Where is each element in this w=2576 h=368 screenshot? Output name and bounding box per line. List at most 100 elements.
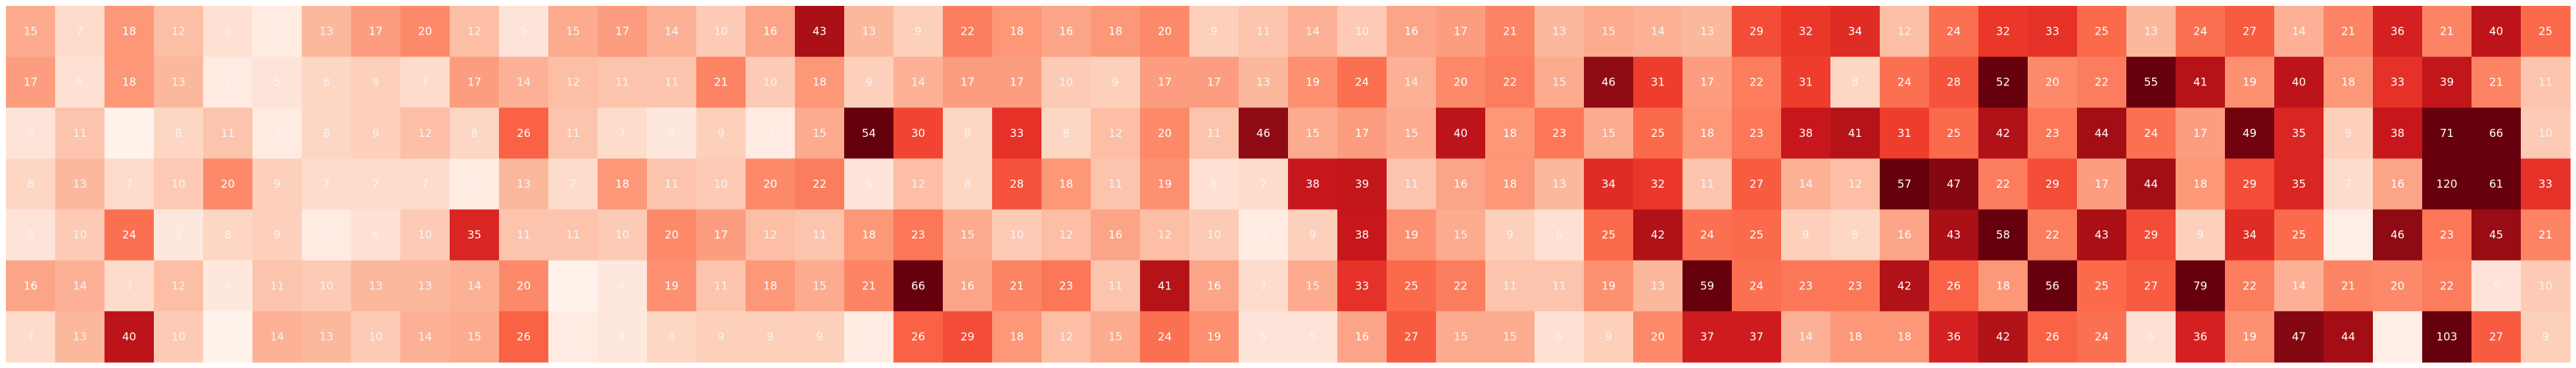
heatmap-cell-r2-c9 [450, 107, 500, 160]
heatmap-cell-r5-c4 [203, 260, 253, 312]
heatmap-cell-label-r1-c41: 20 [2045, 76, 2059, 89]
heatmap-cell-r6-c42 [2077, 311, 2127, 363]
heatmap-cell-label-r1-c37: 8 [1852, 76, 1859, 89]
heatmap-cell-r4-c5 [252, 209, 302, 261]
heatmap-cell-r1-c26 [1288, 57, 1338, 108]
heatmap-cell-label-r4-c49: 23 [2440, 228, 2454, 241]
heatmap-cell-r2-c49 [2422, 107, 2472, 160]
heatmap-cell-label-r6-c20: 18 [1010, 330, 1024, 343]
heatmap-cell-label-r6-c15: 9 [767, 330, 774, 343]
heatmap-cell-r4-c23 [1140, 209, 1190, 261]
heatmap-cell-r0-c16 [795, 6, 845, 57]
heatmap-cell-label-r2-c51: 10 [2538, 127, 2552, 140]
heatmap-cell-r5-c51 [2521, 260, 2571, 312]
heatmap-cell-label-r3-c50: 61 [2489, 177, 2503, 191]
heatmap-cell-r2-c43 [2126, 107, 2176, 160]
heatmap-cell-label-r3-c49: 120 [2436, 177, 2458, 191]
heatmap-cell-r0-c26 [1288, 6, 1338, 57]
heatmap-cell-label-r4-c10: 11 [517, 228, 531, 241]
heatmap-cell-r6-c11 [548, 311, 598, 363]
heatmap-cell-r1-c14 [696, 57, 746, 108]
heatmap-cell-label-r0-c2: 18 [122, 25, 136, 38]
heatmap-cell-label-r2-c10: 26 [517, 127, 531, 140]
heatmap-cell-label-r3-c28: 11 [1404, 177, 1418, 191]
heatmap-cell-r2-c10 [499, 107, 549, 160]
heatmap-cell-label-r4-c34: 24 [1700, 228, 1714, 241]
heatmap-cell-label-r3-c10: 13 [517, 177, 531, 191]
heatmap-cell-r4-c24 [1189, 209, 1239, 261]
heatmap-cell-r1-c49 [2422, 57, 2472, 108]
heatmap-cell-label-r5-c40: 18 [1996, 279, 2010, 292]
heatmap-cell-label-r0-c36: 32 [1799, 25, 1813, 38]
heatmap-cell-label-r3-c15: 20 [763, 177, 777, 191]
heatmap-cell-label-r0-c27: 10 [1355, 25, 1369, 38]
heatmap-cell-r3-c50 [2471, 158, 2522, 210]
heatmap-cell-label-r6-c40: 42 [1996, 330, 2010, 343]
heatmap-cell-r6-c37 [1830, 311, 1880, 363]
heatmap-cell-label-r5-c22: 11 [1108, 279, 1122, 292]
heatmap-cell-label-r3-c22: 11 [1108, 177, 1122, 191]
heatmap-cell-r3-c4 [203, 158, 253, 210]
heatmap-cell-label-r1-c19: 17 [960, 76, 974, 89]
heatmap-cell-r3-c17 [844, 158, 894, 210]
heatmap-cell-r2-c29 [1436, 107, 1486, 160]
heatmap-cell-r6-c6 [302, 311, 352, 363]
heatmap-cell-label-r6-c4: 1 [224, 330, 232, 343]
heatmap-cell-label-r0-c43: 13 [2144, 25, 2158, 38]
heatmap-cell-label-r2-c5: 3 [274, 127, 281, 140]
heatmap-cell-label-r2-c39: 25 [1947, 127, 1961, 140]
heatmap-cell-label-r2-c7: 9 [372, 127, 380, 140]
heatmap-cell-r3-c23 [1140, 158, 1190, 210]
heatmap-cell-r4-c35 [1732, 209, 1782, 261]
heatmap-cell-label-r6-c38: 18 [1897, 330, 1911, 343]
heatmap-cell-r1-c20 [992, 57, 1042, 108]
heatmap-cell-label-r6-c37: 18 [1848, 330, 1862, 343]
heatmap-cell-label-r2-c45: 49 [2243, 127, 2257, 140]
heatmap-cell-r6-c38 [1880, 311, 1930, 363]
heatmap-cell-r1-c43 [2126, 57, 2176, 108]
heatmap-cell-label-r0-c12: 17 [615, 25, 629, 38]
heatmap-cell-r4-c39 [1929, 209, 1979, 261]
heatmap-cell-label-r2-c14: 9 [718, 127, 725, 140]
heatmap-cell-r6-c34 [1682, 311, 1733, 363]
heatmap-cell-r6-c0 [6, 311, 56, 363]
heatmap-cell-label-r6-c21: 12 [1059, 330, 1073, 343]
heatmap-cell-r6-c26 [1288, 311, 1338, 363]
heatmap-cell-r2-c42 [2077, 107, 2127, 160]
heatmap-cell-r0-c50 [2471, 6, 2522, 57]
heatmap-cell-label-r6-c25: 5 [1260, 330, 1267, 343]
heatmap-cell-label-r3-c2: 7 [126, 177, 133, 191]
heatmap-cell-label-r6-c28: 27 [1404, 330, 1418, 343]
heatmap-cell-r1-c32 [1584, 57, 1634, 108]
heatmap-cell-r1-c15 [746, 57, 796, 108]
heatmap-cell-r0-c6 [302, 6, 352, 57]
heatmap-cell-r1-c21 [1041, 57, 1091, 108]
heatmap-cell-r1-c38 [1880, 57, 1930, 108]
heatmap-cell-r0-c30 [1485, 6, 1535, 57]
heatmap-cell-r5-c35 [1732, 260, 1782, 312]
heatmap-cell-label-r5-c18: 66 [911, 279, 925, 292]
heatmap-cell-r4-c7 [351, 209, 401, 261]
heatmap-cell-label-r2-c41: 23 [2045, 127, 2059, 140]
heatmap-cell-r3-c2 [105, 158, 155, 210]
heatmap-cell-r6-c2 [105, 311, 155, 363]
heatmap-cell-label-r1-c24: 17 [1207, 76, 1221, 89]
heatmap-cell-label-r1-c34: 17 [1700, 76, 1714, 89]
heatmap-cell-r2-c45 [2225, 107, 2275, 160]
heatmap-cell-r5-c26 [1288, 260, 1338, 312]
heatmap-cell-r6-c51 [2521, 311, 2571, 363]
heatmap-cell-r6-c36 [1781, 311, 1831, 363]
heatmap-cell-r2-c36 [1781, 107, 1831, 160]
heatmap-cell-r6-c25 [1239, 311, 1289, 363]
heatmap-cell-r4-c2 [105, 209, 155, 261]
heatmap-cell-r3-c42 [2077, 158, 2127, 210]
heatmap-cell-label-r0-c9: 12 [467, 25, 481, 38]
heatmap-cell-label-r6-c46: 47 [2292, 330, 2306, 343]
heatmap-cell-r1-c44 [2176, 57, 2226, 108]
heatmap-cell-r1-c6 [302, 57, 352, 108]
heatmap-cell-r1-c24 [1189, 57, 1239, 108]
heatmap-cell-label-r0-c13: 14 [665, 25, 679, 38]
heatmap-cell-r1-c12 [598, 57, 648, 108]
heatmap-cell-r4-c45 [2225, 209, 2275, 261]
heatmap-cell-r0-c33 [1633, 6, 1683, 57]
